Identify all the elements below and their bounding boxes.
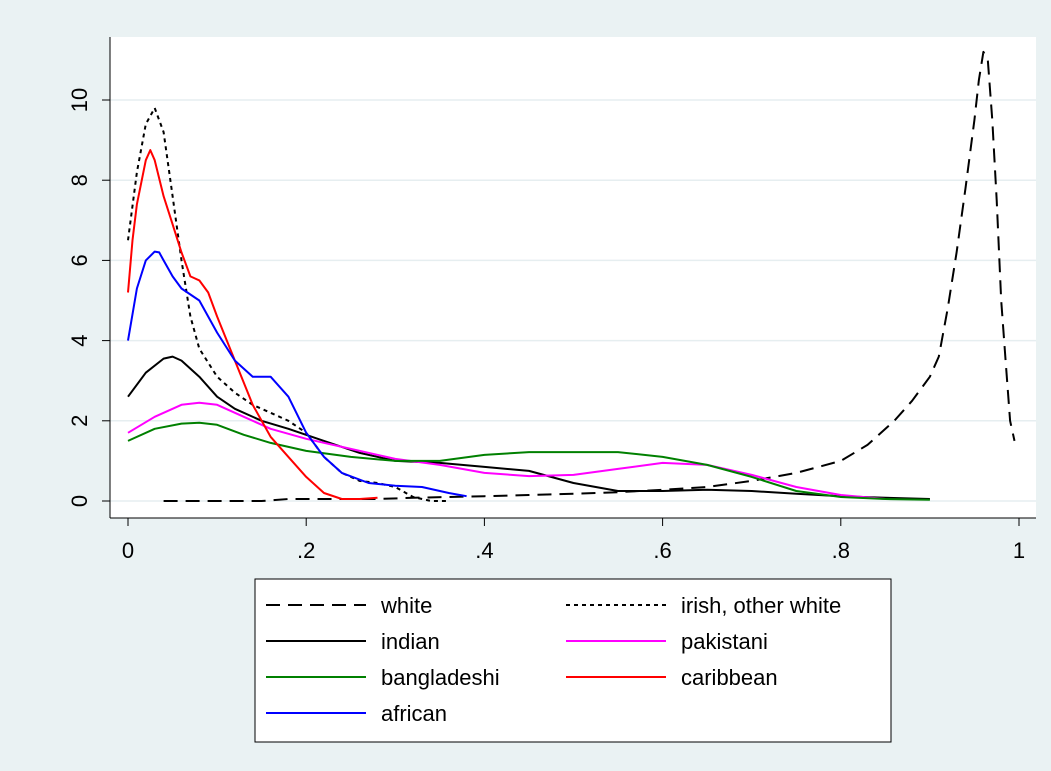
y-tick-label-2: 4 [67,334,92,346]
x-tick-label-3: .6 [653,538,671,563]
plot-area [110,37,1036,518]
legend-label-caribbean: caribbean [681,665,778,690]
x-tick-label-5: 1 [1013,538,1025,563]
y-tick-label-5: 10 [67,88,92,112]
x-tick-label-4: .8 [832,538,850,563]
x-tick-label-1: .2 [297,538,315,563]
legend-label-white: white [380,593,432,618]
x-tick-label-2: .4 [475,538,493,563]
y-tick-label-4: 8 [67,174,92,186]
y-tick-label-1: 2 [67,415,92,427]
y-tick-label-3: 6 [67,254,92,266]
legend-label-pakistani: pakistani [681,629,768,654]
legend-label-bangladeshi: bangladeshi [381,665,500,690]
y-tick-label-0: 0 [67,495,92,507]
legend-label-irish-other-white: irish, other white [681,593,841,618]
x-tick-label-0: 0 [122,538,134,563]
legend-label-african: african [381,701,447,726]
legend-label-indian: indian [381,629,440,654]
